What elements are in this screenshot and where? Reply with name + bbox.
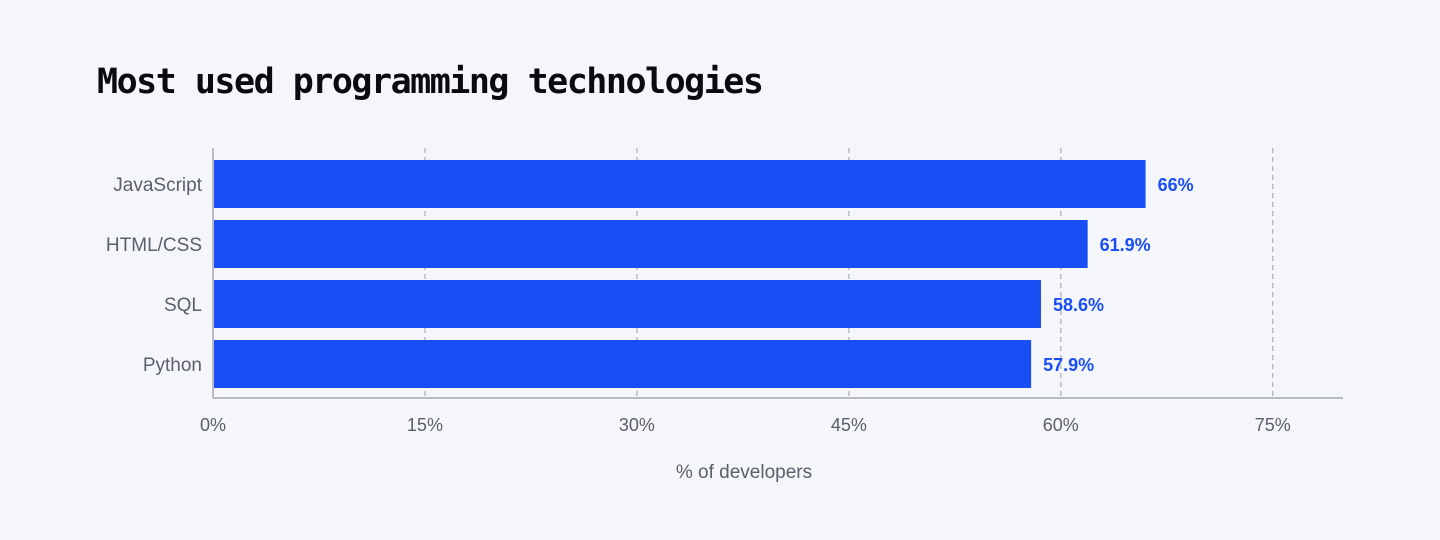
chart-title: Most used programming technologies [97,62,764,102]
axes [212,148,1343,399]
bars [214,160,1146,388]
bar-javascript [214,160,1146,208]
x-axis-title: % of developers [676,462,812,483]
x-tick-label: 45% [831,415,867,435]
value-label: 61.9% [1100,235,1151,255]
bar-sql [214,280,1042,328]
category-label: Python [143,355,202,376]
category-label: HTML/CSS [106,235,202,256]
value-label: 58.6% [1053,295,1104,315]
category-label: JavaScript [113,175,202,196]
bar-html-css [214,220,1088,268]
value-label: 57.9% [1043,355,1094,375]
x-tick-label: 60% [1043,415,1079,435]
bar-python [214,340,1032,388]
category-label: SQL [164,295,202,316]
labels: 0% 15% 30% 45% 60% 75% JavaScript 66% HTML/CSS 61… [106,175,1291,435]
x-tick-label: 30% [619,415,655,435]
x-tick-label: 75% [1255,415,1291,435]
x-tick-label: 15% [407,415,443,435]
x-tick-label: 0% [200,415,226,435]
value-label: 66% [1158,175,1194,195]
